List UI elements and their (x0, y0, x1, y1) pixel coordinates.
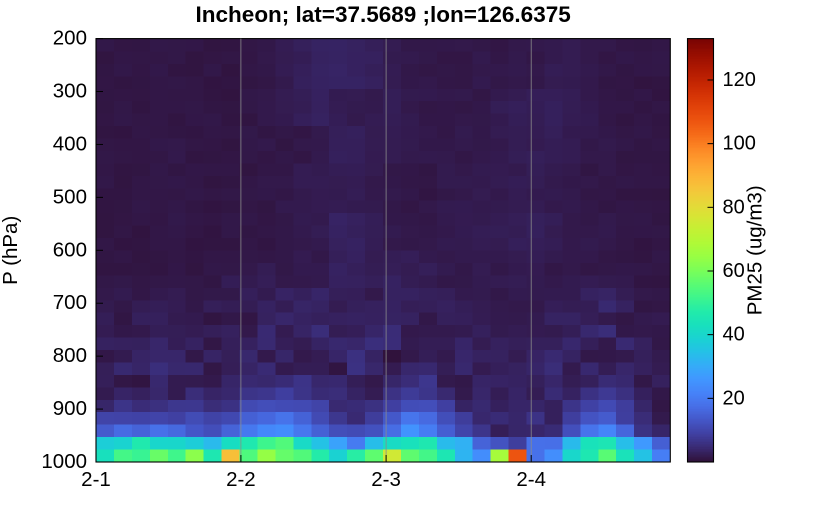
svg-text:800: 800 (53, 344, 87, 367)
svg-text:PM25 (ug/m3): PM25 (ug/m3) (744, 185, 767, 315)
svg-text:500: 500 (53, 185, 87, 208)
svg-text:1000: 1000 (41, 450, 87, 473)
svg-text:400: 400 (53, 132, 87, 155)
svg-text:600: 600 (53, 238, 87, 261)
svg-text:200: 200 (53, 27, 87, 50)
svg-text:2-2: 2-2 (226, 468, 256, 491)
svg-text:2-3: 2-3 (371, 468, 401, 491)
svg-text:40: 40 (723, 324, 745, 346)
svg-text:60: 60 (723, 260, 745, 282)
svg-text:Incheon; lat=37.5689 ;lon=126.: Incheon; lat=37.5689 ;lon=126.6375 (196, 2, 571, 27)
svg-text:2-4: 2-4 (516, 468, 546, 491)
svg-text:700: 700 (53, 291, 87, 314)
svg-text:2-1: 2-1 (81, 468, 111, 491)
svg-text:80: 80 (723, 196, 745, 218)
svg-text:900: 900 (53, 397, 87, 420)
svg-text:20: 20 (723, 387, 745, 409)
svg-text:300: 300 (53, 80, 87, 103)
svg-text:P (hPa): P (hPa) (0, 216, 22, 285)
svg-text:120: 120 (723, 69, 756, 91)
svg-text:100: 100 (723, 133, 756, 155)
